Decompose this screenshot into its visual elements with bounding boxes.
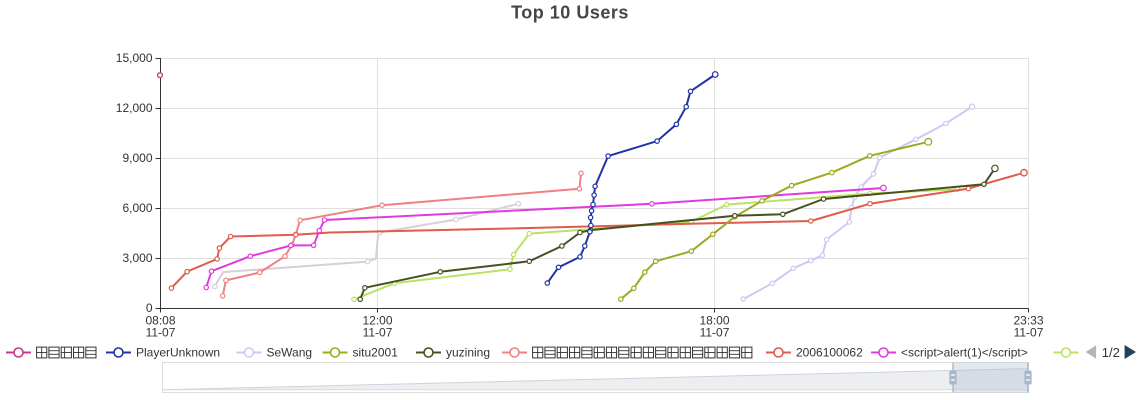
svg-text:12:00: 12:00 — [362, 314, 392, 328]
svg-text:11-07: 11-07 — [1014, 326, 1044, 340]
svg-text:23:33: 23:33 — [1013, 314, 1043, 328]
svg-text:3,000: 3,000 — [122, 251, 152, 265]
svg-text:1/2: 1/2 — [1102, 345, 1120, 360]
svg-text:6,000: 6,000 — [122, 201, 152, 215]
svg-text:18:00: 18:00 — [699, 314, 729, 328]
svg-text:12,000: 12,000 — [116, 101, 153, 115]
svg-text:11-07: 11-07 — [363, 326, 393, 340]
svg-text:SeWang: SeWang — [267, 346, 313, 360]
svg-text:PlayerUnknown: PlayerUnknown — [136, 346, 220, 360]
svg-text:situ2001: situ2001 — [353, 346, 399, 360]
svg-text:<script>alert(1)</script>: <script>alert(1)</script> — [901, 346, 1028, 360]
svg-text:0: 0 — [146, 301, 153, 315]
svg-text:11-07: 11-07 — [700, 326, 730, 340]
svg-text:Top 10 Users: Top 10 Users — [511, 3, 629, 23]
svg-text:15,000: 15,000 — [116, 51, 153, 65]
svg-text:11-07: 11-07 — [146, 326, 176, 340]
svg-text:08:08: 08:08 — [145, 314, 175, 328]
svg-text:yuzining: yuzining — [446, 346, 490, 360]
svg-text:2006100062: 2006100062 — [796, 346, 863, 360]
svg-text:9,000: 9,000 — [122, 151, 152, 165]
